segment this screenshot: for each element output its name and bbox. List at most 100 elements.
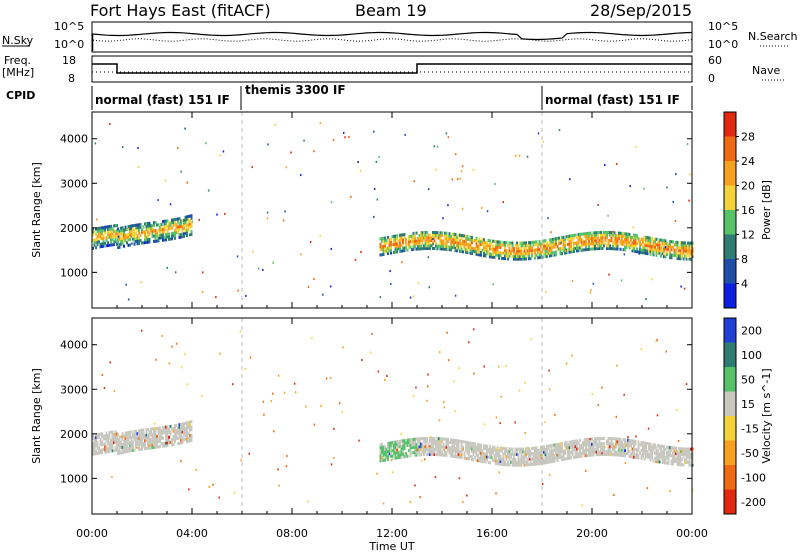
velocity-cell — [664, 456, 667, 460]
velocity-cell — [588, 437, 590, 441]
power-cell — [640, 251, 643, 254]
velocity-cell — [646, 455, 649, 459]
velocity-cell — [480, 449, 482, 452]
velocity-cell — [625, 443, 628, 447]
velocity-cell — [603, 453, 605, 456]
velocity-cell — [583, 441, 586, 444]
velocity-cell — [516, 447, 518, 451]
power-cell — [682, 257, 685, 261]
velocity-cell — [426, 399, 428, 402]
velocity-cell — [607, 437, 610, 440]
power-cell — [583, 235, 586, 238]
power-cell — [525, 241, 527, 245]
velocity-cell — [652, 448, 655, 452]
power-cell — [102, 236, 105, 240]
power-cell — [549, 241, 551, 244]
power-cell — [429, 244, 431, 248]
velocity-cell — [573, 447, 575, 451]
power-cell — [561, 246, 563, 250]
velocity-cell — [469, 455, 472, 458]
velocity-cell — [273, 430, 275, 433]
power-cell — [598, 244, 601, 248]
velocity-cell — [559, 445, 562, 449]
velocity-cell — [504, 460, 506, 464]
velocity-cell — [649, 445, 652, 449]
velocity-cell — [104, 437, 106, 441]
power-cell — [130, 227, 133, 231]
velocity-cell — [436, 445, 439, 449]
power-cell — [567, 243, 569, 246]
velocity-cell — [687, 452, 689, 456]
power-cell — [129, 230, 131, 234]
power-cell — [555, 253, 557, 257]
power-cell — [405, 240, 407, 244]
power-cell — [166, 235, 169, 239]
velocity-cell — [175, 437, 178, 441]
power-cell — [396, 245, 398, 248]
velocity-cell — [114, 440, 117, 444]
power-cell — [608, 273, 610, 276]
power-cell — [388, 241, 391, 245]
velocity-cell — [561, 444, 563, 448]
velocity-cell — [531, 457, 533, 461]
velocity-cell — [603, 442, 605, 446]
velocity-cell — [390, 446, 392, 450]
power-cell — [480, 251, 482, 254]
power-cell — [544, 247, 547, 251]
power-cell — [621, 231, 623, 235]
velocity-cell — [454, 410, 456, 413]
velocity-cell — [277, 468, 279, 471]
power-cell — [133, 237, 136, 241]
velocity-cell — [508, 450, 511, 454]
power-cell — [678, 249, 680, 253]
velocity-cell — [597, 437, 599, 441]
velocity-cell — [498, 454, 500, 458]
power-cell — [205, 142, 207, 145]
nsearch-label: N.Search — [748, 30, 798, 43]
velocity-cell — [121, 448, 124, 452]
power-cell — [465, 248, 467, 252]
power-cell — [555, 237, 557, 241]
velocity-cell — [612, 437, 614, 441]
power-cell — [487, 249, 490, 253]
power-cell — [619, 234, 622, 238]
power-cell — [187, 223, 190, 226]
velocity-cell — [514, 458, 517, 462]
power-cell — [582, 248, 584, 252]
velocity-cell — [624, 438, 626, 442]
velocity-cell — [189, 420, 191, 424]
velocity-cell — [102, 437, 105, 441]
power-cell — [519, 249, 521, 253]
power-cell — [550, 246, 553, 250]
power-cell — [466, 245, 469, 249]
velocity-cell — [571, 445, 574, 449]
power-cell — [612, 241, 614, 245]
power-cell — [180, 219, 182, 223]
power-cell — [505, 251, 508, 255]
power-cell — [408, 237, 410, 241]
power-cell — [183, 224, 185, 228]
velocity-cell — [405, 441, 407, 445]
power-cell — [190, 214, 193, 218]
power-cell — [478, 237, 481, 241]
velocity-cell — [450, 441, 452, 444]
power-cell — [570, 242, 572, 246]
velocity-cell — [603, 447, 605, 451]
velocity-cell — [443, 401, 445, 404]
velocity-cell — [504, 463, 506, 467]
power-cell — [413, 180, 415, 183]
velocity-cell — [541, 459, 544, 462]
velocity-cell — [423, 439, 425, 443]
power-cell — [481, 237, 484, 241]
power-cell — [522, 252, 524, 256]
power-cell — [110, 224, 112, 228]
power-cell — [148, 237, 151, 241]
velocity-cell — [580, 446, 583, 450]
velocity-cell — [687, 447, 689, 451]
velocity-cell — [462, 500, 464, 503]
power-cell — [510, 249, 512, 253]
velocity-cell — [634, 447, 637, 451]
velocity-cell — [151, 432, 154, 436]
power-cell — [137, 165, 140, 168]
velocity-cell — [124, 434, 127, 438]
